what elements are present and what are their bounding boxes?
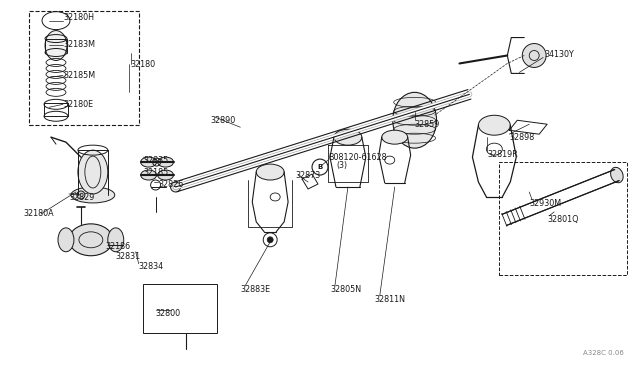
Text: 32873: 32873 [295,170,321,180]
Ellipse shape [58,228,74,252]
Text: 32180: 32180 [131,60,156,69]
Circle shape [171,182,180,192]
Ellipse shape [157,170,173,180]
Ellipse shape [71,187,115,203]
Ellipse shape [479,115,510,135]
Text: 32883E: 32883E [240,285,271,294]
Text: 32829: 32829 [69,193,94,202]
Text: 32185M: 32185M [63,71,95,80]
Text: 32890: 32890 [211,116,236,125]
Text: 32834: 32834 [139,262,164,271]
Text: 32180A: 32180A [23,209,54,218]
Circle shape [77,191,85,199]
Text: B: B [317,164,323,170]
Text: 32180H: 32180H [63,13,94,22]
Text: 32859: 32859 [415,120,440,129]
Text: 32811N: 32811N [375,295,406,304]
Circle shape [267,237,273,243]
Bar [29,11,139,125]
Ellipse shape [256,164,284,180]
Polygon shape [502,170,619,225]
Text: 32180E: 32180E [63,100,93,109]
Text: 32183M: 32183M [63,40,95,49]
Text: A328C 0.06: A328C 0.06 [583,350,624,356]
Text: 34130Y: 34130Y [544,50,574,59]
Ellipse shape [334,129,362,145]
Ellipse shape [141,157,157,167]
Ellipse shape [611,167,623,183]
Bar [499,162,627,275]
Ellipse shape [393,92,436,148]
Ellipse shape [108,228,124,252]
Text: 32930M: 32930M [529,199,561,208]
Text: 32801Q: 32801Q [547,215,579,224]
Text: 32826: 32826 [159,180,184,189]
Ellipse shape [45,31,67,61]
Text: 32186: 32186 [106,242,131,251]
Text: 32831: 32831 [116,252,141,261]
Text: (3): (3) [336,161,347,170]
Circle shape [522,44,546,67]
Ellipse shape [157,157,173,167]
Ellipse shape [141,170,157,180]
Text: B08120-61628: B08120-61628 [328,153,387,161]
Ellipse shape [78,150,108,194]
Text: 32805N: 32805N [330,285,361,294]
Text: 32819R: 32819R [488,150,518,158]
Ellipse shape [382,130,408,144]
Text: 32185: 32185 [143,167,169,177]
Ellipse shape [69,224,113,256]
Text: 32800: 32800 [156,309,180,318]
Text: 32835: 32835 [143,155,169,164]
Text: 32898: 32898 [509,133,534,142]
Bar [143,283,218,333]
